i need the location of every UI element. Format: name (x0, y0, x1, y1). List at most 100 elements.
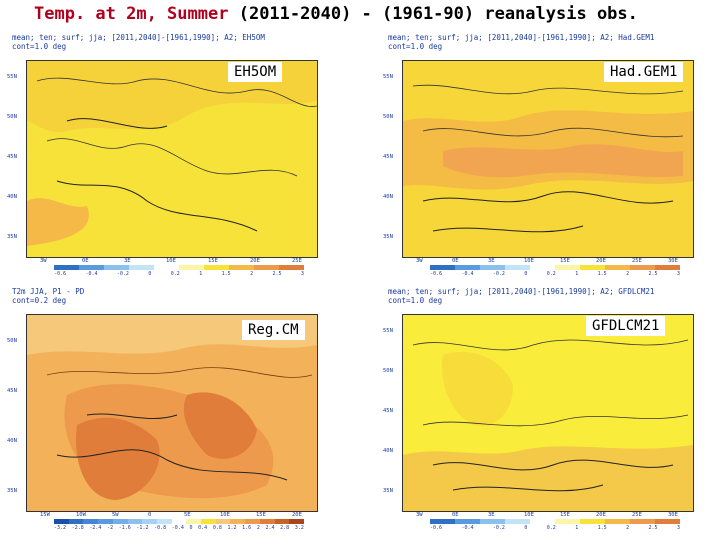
colorbar-tick: 0 (524, 525, 528, 531)
y-tick: 35N (7, 234, 17, 240)
x-tick: 3E (124, 258, 131, 264)
coastline (56, 180, 258, 232)
x-tick: 3E (488, 258, 495, 264)
contour-line (422, 414, 689, 427)
y-tick: 50N (383, 368, 393, 374)
colorbar-tick: -3.2 (54, 525, 67, 531)
colorbar-tick: 2 (256, 525, 260, 531)
colorbar-tick: 3.2 (294, 525, 304, 531)
panel-header-line1: mean; ten; surf; jja; [2011,2040]-[1961,… (388, 287, 655, 296)
x-tick: 25E (292, 258, 302, 264)
y-tick: 55N (383, 74, 393, 80)
title-period: (2011-2040) - (1961-90) reanalysis obs. (238, 4, 638, 24)
y-tick: 40N (383, 448, 393, 454)
panel-header-line2: cont=0.2 deg (12, 296, 67, 305)
y-tick: 55N (7, 74, 17, 80)
y-tick: 35N (383, 234, 393, 240)
colorbar-tick: -0.2 (116, 271, 129, 277)
x-tick: 15E (560, 512, 570, 518)
colorbar-tick: 2 (250, 271, 254, 277)
x-tick: 3W (416, 512, 423, 518)
model-label: EH5OM (228, 62, 283, 82)
coastline (56, 449, 288, 481)
colorbar-tick: -2.4 (89, 525, 102, 531)
panel-header-line2: cont=1.0 deg (12, 42, 67, 51)
panel-header-line1: T2m JJA, P1 - PD (12, 287, 85, 296)
x-tick: 30E (668, 512, 678, 518)
y-tick: 45N (7, 154, 17, 160)
contour-line (46, 367, 313, 378)
colorbar (430, 265, 680, 270)
colorbar-tick: 3 (300, 271, 304, 277)
map-field-high (27, 198, 89, 246)
colorbar-tick: 2 (626, 525, 630, 531)
colorbar-tick: 1.6 (242, 525, 252, 531)
colorbar-tick: 1 (575, 525, 579, 531)
colorbar-tick: -0.2 (492, 525, 505, 531)
x-tick: 0 (148, 512, 152, 518)
x-tick: 10W (76, 512, 86, 518)
x-tick: 10E (524, 258, 534, 264)
model-label: Reg.CM (242, 320, 305, 340)
colorbar-tick: 1 (199, 271, 203, 277)
y-tick: 40N (7, 194, 17, 200)
x-tick: 5W (112, 512, 119, 518)
y-tick: 45N (383, 408, 393, 414)
colorbar-tick: 2.4 (265, 525, 275, 531)
x-tick: 15E (208, 258, 218, 264)
coastline (432, 225, 584, 233)
colorbar-tick: -0.4 (461, 525, 474, 531)
colorbar-tick: 2 (626, 271, 630, 277)
colorbar-tick: -0.6 (430, 271, 443, 277)
panel-header: mean; ten; surf; jja; [2011,2040]-[1961,… (12, 33, 265, 51)
colorbar-labels: -0.6 -0.4 -0.2 0 0.2 1 1.5 2 2.5 3 (54, 271, 304, 277)
x-tick: 25E (632, 512, 642, 518)
x-tick: 10E (220, 512, 230, 518)
x-tick: 20E (250, 258, 260, 264)
x-tick: 3E (488, 512, 495, 518)
y-tick: 45N (383, 154, 393, 160)
x-tick: 15E (256, 512, 266, 518)
colorbar-tick: 2.5 (272, 271, 282, 277)
map-field-high (403, 445, 693, 511)
coastline (86, 413, 178, 419)
x-tick: 10E (166, 258, 176, 264)
colorbar-labels: -0.6 -0.4 -0.2 0 0.2 1 1.5 2 2.5 3 (430, 271, 680, 277)
y-tick: 35N (7, 488, 17, 494)
colorbar-tick: 0.2 (546, 271, 556, 277)
colorbar-tick: 2.8 (280, 525, 290, 531)
colorbar-tick: -0.8 (154, 525, 167, 531)
y-tick: 45N (7, 388, 17, 394)
colorbar-tick: -0.2 (492, 271, 505, 277)
colorbar-tick: -2.8 (71, 525, 84, 531)
map-field-mid (442, 351, 513, 426)
coastline (432, 459, 674, 471)
map-area (26, 314, 318, 512)
contour-line (412, 339, 689, 351)
y-tick: 50N (7, 114, 17, 120)
colorbar-tick: 1 (575, 271, 579, 277)
panel-header-line2: cont=1.0 deg (388, 42, 443, 51)
colorbar-tick: -0.4 (461, 271, 474, 277)
map-field-high (183, 392, 257, 459)
colorbar-tick: -2 (107, 525, 114, 531)
map-area (402, 60, 694, 258)
colorbar-tick: 1.5 (221, 271, 231, 277)
contour-line (46, 138, 298, 177)
x-tick: 3W (40, 258, 47, 264)
coastline (422, 191, 674, 204)
panel-header: mean; ten; surf; jja; [2011,2040]-[1961,… (388, 33, 654, 51)
map-panel-eh5om: mean; ten; surf; jja; [2011,2040]-[1961,… (4, 33, 320, 282)
title-variable: Temp. at 2m, Summer (34, 4, 229, 24)
panel-header-line1: mean; ten; surf; jja; [2011,2040]-[1961,… (388, 33, 655, 42)
contour-line (412, 84, 684, 95)
figure-title: Temp. at 2m, Summer (2011-2040) - (1961-… (34, 4, 638, 24)
y-tick: 35N (383, 488, 393, 494)
y-tick: 55N (383, 328, 393, 334)
y-tick: 50N (7, 338, 17, 344)
colorbar-tick: 1.5 (597, 525, 607, 531)
map-area (402, 314, 694, 512)
colorbar-tick: 2.5 (648, 271, 658, 277)
coastline (452, 484, 604, 492)
x-tick: 15W (40, 512, 50, 518)
